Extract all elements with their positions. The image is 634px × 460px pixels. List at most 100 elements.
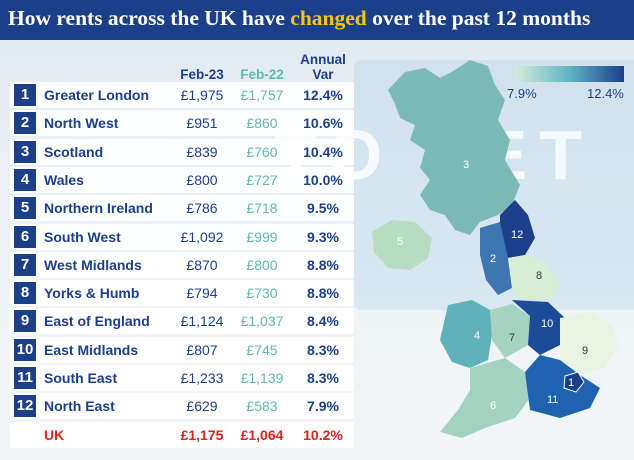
map-label-11: 11: [547, 394, 558, 406]
rent-feb23: £1,975: [180, 87, 224, 103]
rank-badge: 10: [14, 339, 36, 361]
map-region-south-west: [440, 358, 530, 438]
region-name: South West: [44, 229, 121, 245]
rent-feb22: £730: [246, 285, 278, 301]
rank-badge: 1: [14, 84, 36, 106]
rent-feb22: £760: [246, 144, 278, 160]
rank-badge: 9: [14, 310, 36, 332]
map-region-greater-london: [563, 371, 585, 393]
map-label-8: 8: [536, 270, 542, 282]
legend-low-label: 7.9%: [507, 86, 537, 101]
table-row: 9 East of England £1,124 £1,037 8.4%: [10, 308, 354, 334]
region-name: East Midlands: [44, 342, 139, 358]
annual-variation-total: 10.2%: [303, 427, 343, 443]
annual-variation: 8.3%: [307, 370, 339, 386]
title-prefix: How rents across the UK have: [8, 6, 291, 30]
color-scale-legend: [516, 66, 624, 82]
rent-feb23: £870: [186, 257, 218, 273]
rent-feb23: £1,124: [180, 313, 224, 329]
rent-feb23-total: £1,175: [180, 427, 224, 443]
map-region-north-east: [500, 200, 535, 258]
table-row: 8 Yorks & Humb £794 £730 8.8%: [10, 280, 354, 306]
rent-feb22: £583: [246, 398, 278, 414]
map-region-north-west: [480, 222, 512, 295]
table-row: 4 Wales £800 £727 10.0%: [10, 167, 354, 193]
rent-feb23: £839: [186, 144, 218, 160]
rent-feb22: £745: [246, 342, 278, 358]
annual-variation: 12.4%: [303, 87, 343, 103]
annual-variation: 10.6%: [303, 115, 343, 131]
map-region-wales: [440, 300, 492, 368]
map-label-12: 12: [511, 229, 523, 241]
rent-feb23: £800: [186, 172, 218, 188]
header-annual-var-line2: Var: [312, 67, 334, 82]
region-name: North East: [44, 398, 115, 414]
map-label-5: 5: [397, 236, 403, 248]
table-row-total: UK £1,175 £1,064 10.2%: [10, 422, 354, 448]
table-row: 2 North West £951 £860 10.6%: [10, 110, 354, 136]
annual-variation: 8.8%: [307, 285, 339, 301]
map-region-east-of-england: [560, 312, 618, 375]
header-annual-var: Annual Var: [292, 52, 354, 82]
region-name: North West: [44, 115, 119, 131]
rent-feb23: £629: [186, 398, 218, 414]
rank-badge: 7: [14, 254, 36, 276]
rent-feb23: £807: [186, 342, 218, 358]
map-label-1: 1: [568, 377, 574, 389]
rent-feb22: £1,037: [240, 313, 284, 329]
rank-badge: 6: [14, 226, 36, 248]
region-name: Scotland: [44, 144, 104, 160]
rent-feb22: £860: [246, 115, 278, 131]
annual-variation: 10.4%: [303, 144, 343, 160]
table-row: 11 South East £1,233 £1,139 8.3%: [10, 365, 354, 391]
map-label-9: 9: [582, 345, 588, 357]
rent-feb22: £727: [246, 172, 278, 188]
map-region-west-midlands: [490, 304, 530, 358]
map-region-yorks-humb: [508, 255, 560, 302]
rank-badge: 2: [14, 112, 36, 134]
region-name: East of England: [44, 313, 150, 329]
rent-feb23: £786: [186, 200, 218, 216]
rent-feb22-total: £1,064: [240, 427, 284, 443]
rank-badge: 5: [14, 197, 36, 219]
rent-feb23: £951: [186, 115, 218, 131]
table-row: 1 Greater London £1,975 £1,757 12.4%: [10, 82, 354, 108]
map-region-south-east: [525, 355, 600, 418]
table-row: 3 Scotland £839 £760 10.4%: [10, 139, 354, 165]
rank-badge: 12: [14, 395, 36, 417]
table-row: 7 West Midlands £870 £800 8.8%: [10, 252, 354, 278]
region-name: South East: [44, 370, 118, 386]
map-region-scotland: [388, 60, 520, 235]
annual-variation: 8.4%: [307, 313, 339, 329]
map-label-2: 2: [490, 253, 496, 265]
chart-title: How rents across the UK have changed ove…: [8, 6, 590, 31]
annual-variation: 8.8%: [307, 257, 339, 273]
table-row: 12 North East £629 £583 7.9%: [10, 393, 354, 419]
region-name: Wales: [44, 172, 84, 188]
map-label-4: 4: [474, 330, 480, 342]
annual-variation: 8.3%: [307, 342, 339, 358]
map-region-east-midlands: [512, 300, 565, 355]
rent-feb22: £1,139: [240, 370, 284, 386]
map-region-northern-ireland: [372, 220, 432, 270]
legend-high-label: 12.4%: [587, 86, 624, 101]
map-label-7: 7: [509, 332, 515, 344]
title-suffix: over the past 12 months: [366, 6, 591, 30]
rent-feb23: £794: [186, 285, 218, 301]
region-name-total: UK: [44, 427, 65, 443]
region-name: West Midlands: [44, 257, 142, 273]
region-name: Greater London: [44, 87, 150, 103]
table-row: 10 East Midlands £807 £745 8.3%: [10, 337, 354, 363]
rank-badge: 11: [14, 367, 36, 389]
rent-feb23: £1,233: [180, 370, 224, 386]
map-label-3: 3: [463, 159, 469, 171]
rent-feb22: £1,757: [240, 87, 284, 103]
rent-feb23: £1,092: [180, 229, 224, 245]
annual-variation: 9.3%: [307, 229, 339, 245]
rank-badge: 4: [14, 169, 36, 191]
annual-variation: 7.9%: [307, 398, 339, 414]
rank-badge: 8: [14, 282, 36, 304]
region-name: Northern Ireland: [44, 200, 153, 216]
rent-feb22: £999: [246, 229, 278, 245]
